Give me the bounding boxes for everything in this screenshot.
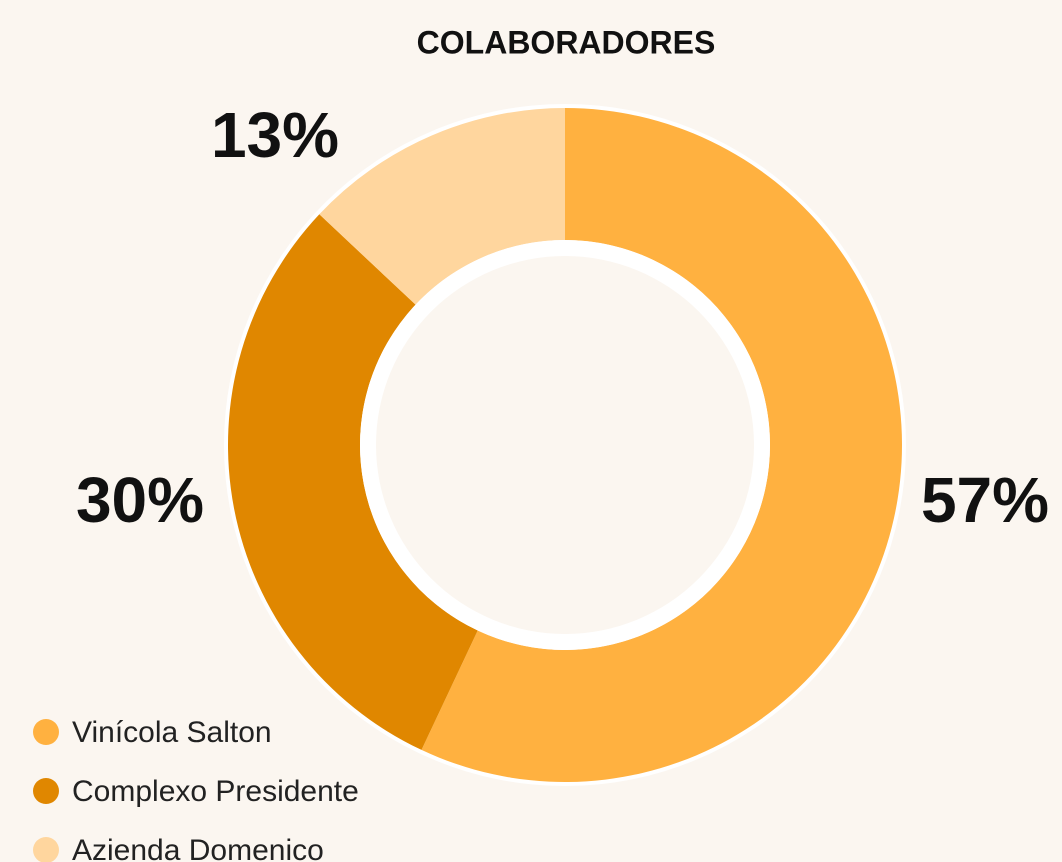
donut-slice (319, 108, 565, 305)
chart-title: COLABORADORES (417, 24, 716, 60)
legend-swatch (33, 837, 59, 862)
donut-hole (376, 256, 754, 634)
donut-slice (227, 214, 478, 750)
data-label: 30% (76, 464, 204, 536)
donut-slice (421, 108, 902, 782)
data-label: 13% (211, 99, 339, 171)
legend-label: Vinícola Salton (72, 716, 272, 749)
legend-swatch (33, 719, 59, 745)
data-label: 57% (921, 464, 1049, 536)
legend-label: Azienda Domenico (72, 834, 324, 862)
legend-label: Complexo Presidente (72, 775, 359, 808)
legend-swatch (33, 778, 59, 804)
